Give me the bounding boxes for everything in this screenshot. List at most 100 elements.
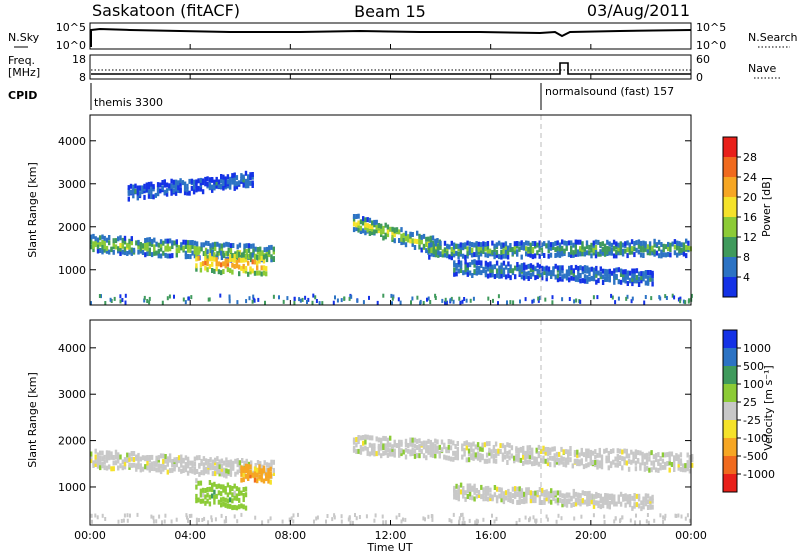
- data-cell: [254, 463, 257, 468]
- data-cell: [217, 179, 221, 185]
- data-cell: [231, 492, 234, 498]
- colorbar-swatch: [723, 420, 737, 438]
- data-cell: [209, 243, 212, 249]
- data-cell: [90, 454, 93, 460]
- data-cell: [632, 458, 635, 464]
- data-cell: [400, 451, 403, 457]
- data-cell: [251, 268, 254, 274]
- data-cell: [556, 500, 560, 506]
- data-cell: [457, 251, 460, 257]
- data-cell: [493, 243, 496, 249]
- data-cell: [139, 456, 142, 462]
- data-cell: [646, 248, 650, 254]
- data-cell: [189, 254, 192, 260]
- data-cell: [224, 502, 227, 508]
- data-cell: [679, 458, 683, 464]
- data-cell: [450, 240, 453, 246]
- data-cell: [209, 465, 212, 471]
- data-cell: [588, 276, 591, 282]
- data-cell: [439, 244, 442, 250]
- data-cell: [434, 444, 437, 449]
- data-cell: [110, 466, 113, 472]
- colorbar-swatch: [723, 456, 737, 474]
- data-cell: [535, 447, 538, 453]
- data-cell: [216, 469, 219, 475]
- data-cell: [576, 458, 579, 464]
- data-cell: [117, 458, 120, 464]
- data-cell: [220, 243, 224, 249]
- data-cell: [464, 259, 467, 265]
- data-cell: [679, 452, 683, 458]
- data-cell: [642, 240, 645, 246]
- data-cell: [146, 465, 149, 471]
- data-cell: [668, 467, 671, 473]
- data-cell: [623, 456, 626, 462]
- data-cell: [247, 253, 251, 259]
- data-cell: [162, 453, 165, 459]
- data-cell: [484, 241, 487, 247]
- data-cell: [427, 514, 430, 519]
- data-cell: [238, 264, 241, 270]
- data-cell: [425, 248, 428, 254]
- data-cell: [434, 296, 437, 300]
- data-cell: [422, 301, 425, 305]
- data-cell: [500, 273, 503, 279]
- data-cell: [615, 273, 618, 279]
- data-cell: [487, 296, 490, 301]
- data-cell: [628, 249, 631, 255]
- data-cell: [682, 463, 685, 469]
- data-cell: [684, 516, 687, 521]
- data-cell: [525, 494, 528, 500]
- data-cell: [410, 300, 412, 305]
- data-cell: [251, 299, 254, 304]
- data-cell: [612, 448, 615, 454]
- data-cell: [182, 245, 185, 251]
- data-cell: [506, 450, 509, 456]
- data-cell: [527, 270, 530, 276]
- data-cell: [145, 182, 148, 188]
- data-cell: [400, 236, 403, 242]
- data-cell: [225, 468, 228, 474]
- data-cell: [644, 501, 648, 507]
- data-cell: [541, 500, 544, 505]
- data-cell: [413, 437, 417, 443]
- data-cell: [242, 497, 245, 502]
- data-cell: [443, 247, 447, 253]
- data-cell: [225, 250, 228, 256]
- x-tick-label: 04:00: [174, 529, 206, 542]
- colorbar-swatch: [723, 197, 737, 217]
- data-cell: [103, 454, 106, 460]
- data-cell: [515, 456, 518, 462]
- data-cell: [660, 249, 663, 255]
- colorbar-swatch: [723, 217, 737, 237]
- data-cell: [195, 498, 198, 504]
- data-cell: [170, 183, 173, 189]
- data-cell: [507, 488, 510, 494]
- data-cell: [493, 264, 497, 270]
- data-cell: [448, 518, 451, 523]
- data-cell: [365, 514, 368, 519]
- data-cell: [554, 263, 557, 269]
- data-cell: [565, 492, 569, 498]
- data-cell: [404, 454, 408, 460]
- data-cell: [240, 265, 243, 271]
- data-cell: [193, 466, 197, 472]
- data-cell: [543, 489, 546, 495]
- data-cell: [691, 457, 694, 463]
- data-cell: [153, 250, 156, 256]
- data-cell: [245, 243, 248, 249]
- data-cell: [601, 241, 604, 247]
- data-cell: [402, 517, 404, 522]
- data-cell: [123, 513, 126, 518]
- data-cell: [527, 263, 530, 269]
- data-cell: [355, 516, 358, 521]
- data-cell: [641, 451, 644, 457]
- data-cell: [459, 260, 463, 266]
- data-cell: [648, 245, 652, 251]
- data-cell: [260, 468, 263, 474]
- data-cell: [350, 294, 353, 299]
- data-cell: [191, 244, 194, 250]
- data-cell: [457, 496, 460, 502]
- data-cell: [416, 295, 419, 300]
- data-cell: [119, 463, 122, 469]
